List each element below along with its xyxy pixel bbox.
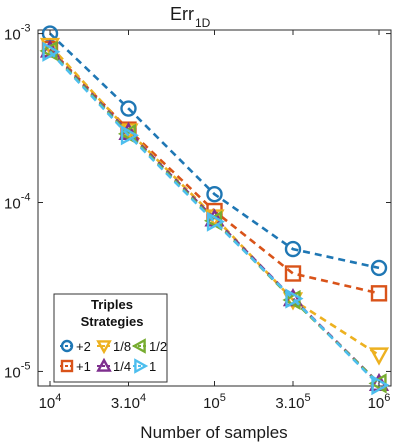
series-1-point-4	[370, 285, 388, 302]
series-0-point-2	[206, 185, 223, 203]
legend-items: +2 +1 1/8 1/4 1/2 1	[60, 338, 167, 374]
series-5-point-0	[42, 41, 61, 62]
legend: Triples Strategies +2 +1 1/8 1/4 1/2 1	[53, 293, 168, 383]
series-0-point-4	[370, 259, 388, 277]
legend-entry-2: 1/8	[96, 339, 131, 355]
series-0	[41, 25, 388, 277]
series-1-point-3	[284, 265, 302, 282]
y-tick-label-0: 10-3	[4, 23, 30, 44]
x-tick-label-0: 104	[39, 392, 62, 412]
series-2-point-4	[368, 347, 390, 366]
series-5-point-2	[206, 211, 226, 232]
y-tick-label-1: 10-4	[4, 192, 30, 213]
series-5-point-1	[120, 125, 140, 146]
y-axis-ticks: 10-3 10-4 10-5	[4, 23, 391, 381]
series-0-point-3	[284, 240, 302, 258]
x-axis-label: Number of samples	[140, 423, 287, 442]
legend-marker-5	[134, 358, 149, 374]
y-tick-label-2: 10-5	[4, 360, 30, 381]
legend-entry-1: +1	[60, 359, 91, 374]
legend-title-line2: Strategies	[81, 314, 144, 329]
legend-title-line1: Triples	[91, 297, 133, 312]
x-tick-label-3: 3.105	[275, 392, 310, 412]
series-line-0	[49, 32, 380, 270]
chart-title: Err 1D	[170, 4, 211, 30]
legend-entry-0: +2	[60, 339, 91, 354]
legend-label-4: 1/2	[149, 339, 167, 354]
series-5-point-4	[371, 375, 390, 396]
series-0-point-1	[120, 100, 137, 117]
legend-marker-1	[60, 359, 74, 373]
x-tick-label-1: 3.104	[111, 392, 146, 412]
series-5-point-3	[285, 288, 304, 309]
legend-marker-2	[96, 340, 112, 355]
legend-entry-3: 1/4	[96, 357, 131, 374]
legend-marker-3	[96, 357, 112, 372]
legend-label-3: 1/4	[113, 359, 131, 374]
legend-label-5: 1	[149, 359, 156, 374]
x-tick-label-2: 105	[203, 392, 226, 412]
legend-entry-5: 1	[133, 358, 156, 374]
x-axis-ticks: 104 3.104 105 3.105 106	[39, 30, 391, 412]
series-5	[42, 41, 390, 396]
series-line-2	[49, 44, 380, 357]
series-layer	[39, 25, 390, 396]
x-tick-label-4: 106	[368, 392, 391, 412]
legend-marker-4	[131, 338, 146, 354]
legend-label-0: +2	[76, 339, 91, 354]
chart-title-subscript: 1D	[195, 16, 211, 30]
legend-label-1: +1	[76, 359, 91, 374]
legend-marker-0	[60, 339, 74, 353]
series-1	[41, 40, 388, 302]
legend-entry-4: 1/2	[131, 338, 167, 354]
legend-label-2: 1/8	[113, 339, 131, 354]
chart-title-main: Err	[170, 4, 194, 24]
series-line-5	[49, 50, 380, 387]
